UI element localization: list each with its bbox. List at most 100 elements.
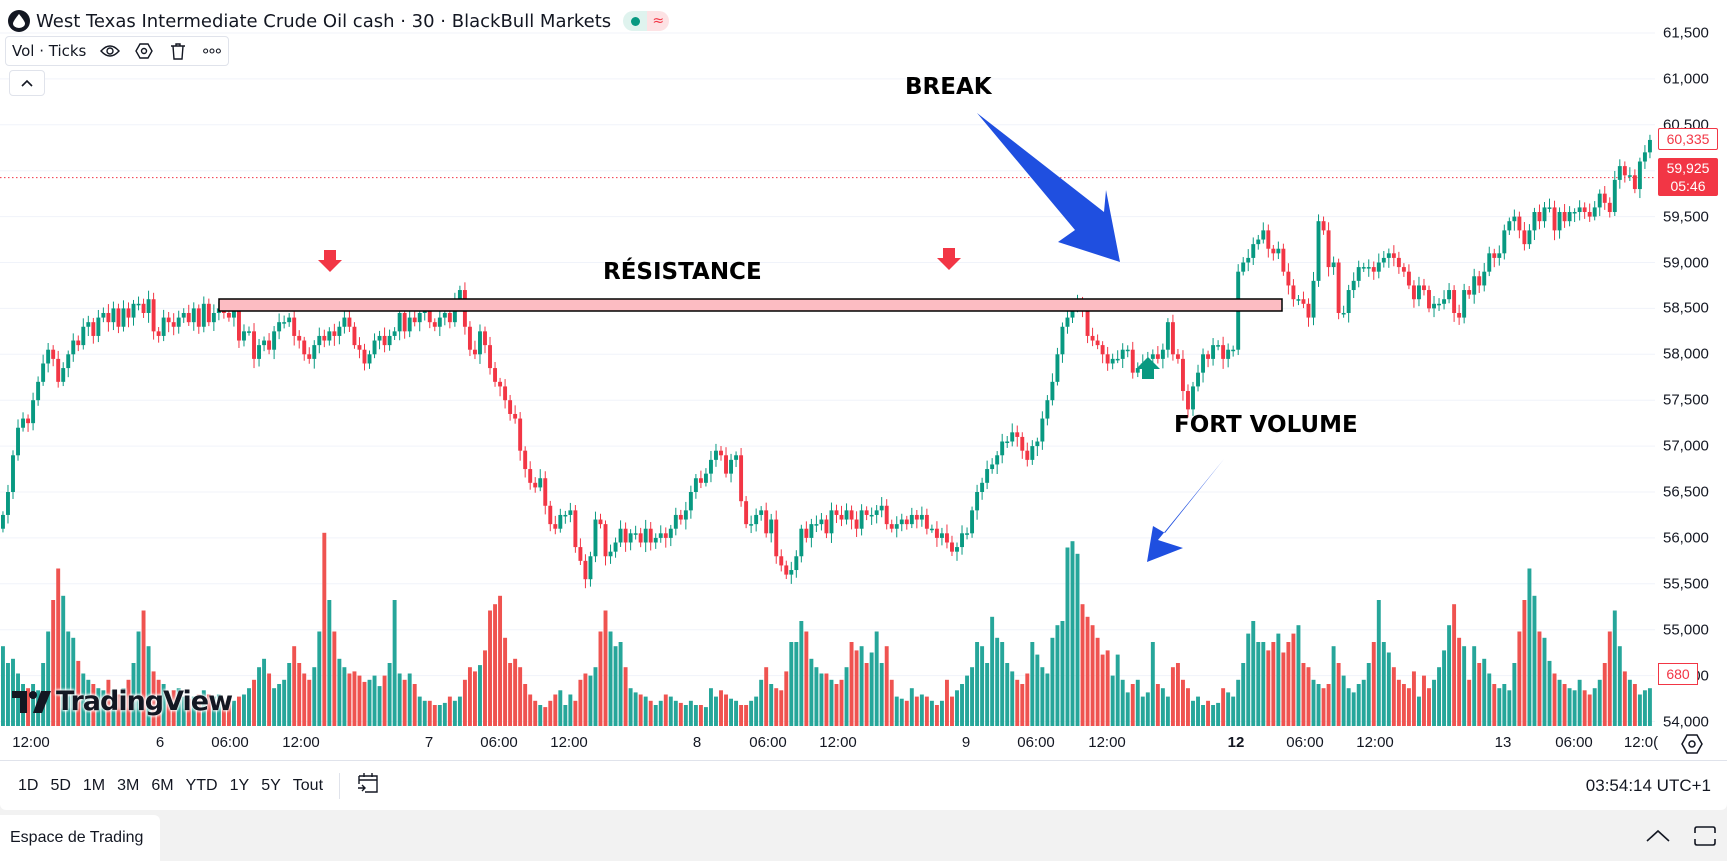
- volume-bar: [934, 705, 939, 726]
- chevron-up-icon[interactable]: [1645, 825, 1671, 847]
- candle-body: [884, 505, 889, 525]
- symbol-legend[interactable]: West Texas Intermediate Crude Oil cash ·…: [8, 8, 670, 34]
- candle-body: [262, 340, 267, 346]
- volume-bar: [272, 688, 277, 726]
- range-ytd-button[interactable]: YTD: [185, 776, 218, 794]
- goto-date-button[interactable]: [350, 767, 386, 804]
- trading-panel-tab[interactable]: Espace de Trading: [0, 815, 160, 861]
- candle-body: [352, 326, 357, 346]
- price-chart[interactable]: [0, 0, 1727, 760]
- trash-icon[interactable]: [168, 41, 188, 61]
- candle-body: [849, 510, 854, 520]
- range-all-button[interactable]: Tout: [292, 776, 324, 794]
- time-axis[interactable]: 12:00 6 06:00 12:00 7 06:00 12:00 8 06:00 12:00 9 0…: [0, 728, 1659, 758]
- collapse-legend-button[interactable]: [9, 70, 45, 96]
- time-axis-label: 12:0(: [1623, 734, 1659, 751]
- candle-body: [277, 322, 282, 332]
- candle-body: [493, 368, 498, 382]
- range-3m-button[interactable]: 3M: [117, 776, 140, 794]
- candle-body: [724, 455, 728, 474]
- volume-bar: [924, 696, 929, 726]
- range-toolbar: 1D 5D 1M 3M 6M YTD 1Y 5Y Tout 03:54:14 U…: [0, 760, 1727, 810]
- axis-settings-button[interactable]: [1680, 732, 1704, 756]
- volume-bar: [834, 684, 839, 726]
- candle-body: [784, 565, 789, 575]
- volume-bar: [784, 671, 789, 726]
- market-status-badge[interactable]: ≈: [623, 11, 670, 31]
- candle-body: [1427, 290, 1431, 309]
- candle-body: [247, 331, 251, 333]
- candle-body: [985, 469, 990, 483]
- volume-bar: [452, 700, 457, 726]
- volume-bar: [693, 705, 698, 726]
- candle-body: [372, 340, 377, 355]
- candle-body: [1266, 230, 1271, 249]
- candle-body: [939, 533, 944, 538]
- candle-body: [136, 303, 141, 306]
- volume-bar: [372, 675, 377, 726]
- candle-body: [658, 533, 663, 538]
- candle-body: [819, 519, 824, 525]
- volume-bar: [1246, 633, 1251, 726]
- volume-bar: [734, 700, 739, 726]
- range-1m-button[interactable]: 1M: [82, 776, 106, 794]
- candle-body: [1632, 175, 1637, 190]
- candle-body: [1261, 230, 1266, 240]
- candle-body: [1562, 212, 1567, 222]
- range-5d-button[interactable]: 5D: [50, 776, 71, 794]
- candle-body: [367, 354, 372, 364]
- volume-indicator-legend[interactable]: Vol · Ticks: [5, 36, 230, 66]
- candle-body: [668, 528, 673, 538]
- eye-icon[interactable]: [100, 41, 121, 61]
- candle-body: [558, 514, 563, 529]
- candle-body: [21, 418, 26, 428]
- price-axis-label: 57,500: [1663, 391, 1709, 409]
- candle-body: [739, 455, 744, 502]
- volume-bar: [1165, 696, 1170, 726]
- range-6m-button[interactable]: 6M: [151, 776, 174, 794]
- oil-drop-icon: [8, 10, 30, 32]
- volume-bar: [583, 673, 588, 726]
- candle-body: [1231, 349, 1236, 352]
- volume-bar: [1346, 688, 1351, 726]
- range-5y-button[interactable]: 5Y: [261, 776, 281, 794]
- volume-bar: [1050, 637, 1055, 726]
- volume-bar: [809, 658, 814, 726]
- candle-body: [1040, 418, 1045, 442]
- volume-bar: [1467, 679, 1472, 726]
- candle-body: [196, 308, 201, 327]
- candle-body: [26, 418, 31, 424]
- maximize-icon[interactable]: [1693, 825, 1717, 847]
- candle-body: [186, 312, 191, 323]
- range-1d-button[interactable]: 1D: [18, 776, 39, 794]
- price-axis-label: 59,000: [1663, 254, 1709, 271]
- volume-bar: [1321, 688, 1326, 726]
- candle-body: [1432, 303, 1436, 309]
- volume-bar: [191, 696, 196, 726]
- candle-body: [980, 482, 985, 492]
- candle-body: [242, 331, 246, 341]
- range-1y-button[interactable]: 1Y: [229, 776, 250, 794]
- candle-body: [1371, 267, 1376, 272]
- candle-body: [1010, 432, 1015, 442]
- volume-bar: [337, 658, 342, 726]
- volume-bar: [558, 690, 563, 726]
- volume-bar: [1186, 688, 1190, 726]
- more-icon[interactable]: [202, 41, 222, 61]
- volume-bar: [1175, 663, 1180, 726]
- candle-body: [809, 524, 814, 538]
- candle-body: [126, 308, 131, 318]
- candle-body: [1055, 354, 1060, 382]
- candle-body: [1035, 441, 1040, 447]
- volume-bar: [663, 694, 668, 726]
- settings-icon[interactable]: [134, 41, 154, 61]
- volume-bar: [1125, 692, 1130, 726]
- candle-body: [688, 492, 693, 511]
- volume-bar: [1532, 595, 1537, 726]
- candle-body: [86, 322, 91, 327]
- timezone-clock[interactable]: 03:54:14 UTC+1: [1585, 776, 1711, 795]
- candle-body: [1522, 230, 1527, 245]
- delay-icon: ≈: [647, 11, 670, 31]
- volume-bar: [1110, 675, 1115, 726]
- volume-bar: [237, 696, 241, 726]
